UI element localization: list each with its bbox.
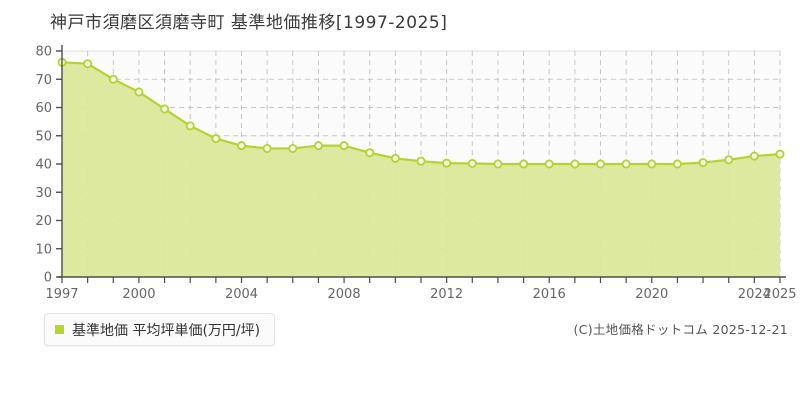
data-point-marker[interactable] — [416, 156, 426, 166]
data-point-marker[interactable] — [749, 151, 759, 161]
y-axis-tick-label: 20 — [35, 214, 52, 229]
x-axis-tick-label: 2004 — [225, 287, 258, 302]
y-axis-tick-label: 80 — [35, 45, 52, 60]
data-point-marker[interactable] — [442, 158, 452, 168]
y-axis-tick-label: 40 — [35, 158, 52, 173]
y-axis-tick-label: 10 — [35, 242, 52, 257]
data-point-marker[interactable] — [185, 121, 195, 131]
data-point-marker[interactable] — [313, 141, 323, 151]
y-axis-tick-label: 30 — [35, 186, 52, 201]
data-point-marker[interactable] — [596, 159, 606, 169]
legend-swatch-icon — [55, 325, 64, 334]
x-axis-tick-label: 2016 — [533, 287, 566, 302]
data-point-marker[interactable] — [467, 158, 477, 168]
data-point-marker[interactable] — [724, 155, 734, 165]
series-area-fill — [62, 62, 780, 277]
x-axis-tick-label: 1997 — [45, 287, 78, 302]
x-axis-tick-label: 2020 — [635, 287, 668, 302]
data-point-marker[interactable] — [160, 104, 170, 114]
y-axis-tick-label: 60 — [35, 101, 52, 116]
data-point-marker[interactable] — [365, 148, 375, 158]
legend-item-label: 基準地価 平均坪単価(万円/坪) — [72, 322, 261, 339]
x-axis-tick-label: 2000 — [122, 287, 155, 302]
data-point-marker[interactable] — [570, 159, 580, 169]
y-axis-tick-label: 0 — [44, 271, 52, 286]
x-axis-tick-label: 2008 — [328, 287, 361, 302]
data-point-marker[interactable] — [544, 159, 554, 169]
data-point-marker[interactable] — [134, 87, 144, 97]
data-point-marker[interactable] — [390, 153, 400, 163]
data-point-marker[interactable] — [621, 159, 631, 169]
x-axis-tick-label: 2025 — [763, 287, 796, 302]
data-point-marker[interactable] — [83, 59, 93, 69]
data-point-marker[interactable] — [698, 158, 708, 168]
x-axis-tick-label: 2024 — [738, 287, 771, 302]
data-point-marker[interactable] — [108, 74, 118, 84]
data-point-marker[interactable] — [262, 143, 272, 153]
y-axis-tick-label: 50 — [35, 129, 52, 144]
data-point-marker[interactable] — [672, 159, 682, 169]
data-point-marker[interactable] — [236, 141, 246, 151]
data-point-marker[interactable] — [493, 159, 503, 169]
page-title: 神戸市須磨区須磨寺町 基準地価推移[1997-2025] — [50, 13, 448, 33]
data-point-marker[interactable] — [339, 141, 349, 151]
data-point-marker[interactable] — [775, 149, 785, 159]
x-axis-tick-label: 2012 — [430, 287, 463, 302]
y-axis-tick-label: 70 — [35, 73, 52, 88]
data-point-marker[interactable] — [519, 159, 529, 169]
data-point-marker[interactable] — [288, 143, 298, 153]
copyright-notice: (C)土地価格ドットコム 2025-12-21 — [573, 322, 788, 337]
data-point-marker[interactable] — [211, 134, 221, 144]
chart-legend: 基準地価 平均坪単価(万円/坪) — [44, 313, 276, 346]
data-point-marker[interactable] — [647, 159, 657, 169]
